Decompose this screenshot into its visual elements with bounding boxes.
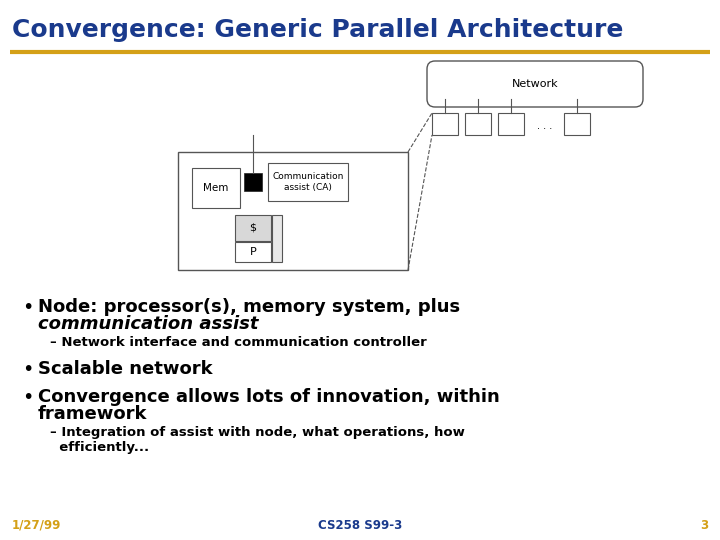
Text: Convergence: Generic Parallel Architecture: Convergence: Generic Parallel Architectu… (12, 18, 624, 42)
FancyBboxPatch shape (178, 152, 408, 270)
Text: Convergence allows lots of innovation, within: Convergence allows lots of innovation, w… (38, 388, 500, 406)
Text: efficiently...: efficiently... (50, 441, 149, 454)
FancyBboxPatch shape (268, 163, 348, 201)
FancyBboxPatch shape (432, 113, 458, 135)
FancyBboxPatch shape (235, 215, 271, 241)
Text: •: • (22, 360, 33, 379)
Text: 3: 3 (700, 519, 708, 532)
FancyBboxPatch shape (244, 173, 262, 191)
Text: $: $ (250, 223, 256, 233)
FancyBboxPatch shape (564, 113, 590, 135)
Text: framework: framework (38, 405, 148, 423)
Text: communication assist: communication assist (38, 315, 258, 333)
Text: . . .: . . . (537, 121, 553, 131)
FancyBboxPatch shape (192, 168, 240, 208)
Text: Node: processor(s), memory system, plus: Node: processor(s), memory system, plus (38, 298, 467, 316)
FancyBboxPatch shape (235, 242, 271, 262)
Text: Network: Network (512, 79, 558, 89)
Text: Mem: Mem (203, 183, 229, 193)
Text: •: • (22, 298, 33, 317)
Text: Communication
assist (CA): Communication assist (CA) (272, 172, 343, 192)
Text: •: • (22, 388, 33, 407)
Text: CS258 S99-3: CS258 S99-3 (318, 519, 402, 532)
Text: – Integration of assist with node, what operations, how: – Integration of assist with node, what … (50, 426, 465, 439)
FancyBboxPatch shape (272, 215, 282, 262)
Text: P: P (250, 247, 256, 257)
FancyBboxPatch shape (427, 61, 643, 107)
Text: 1/27/99: 1/27/99 (12, 519, 61, 532)
Text: – Network interface and communication controller: – Network interface and communication co… (50, 336, 427, 349)
Text: Scalable network: Scalable network (38, 360, 212, 378)
FancyBboxPatch shape (498, 113, 524, 135)
FancyBboxPatch shape (465, 113, 491, 135)
